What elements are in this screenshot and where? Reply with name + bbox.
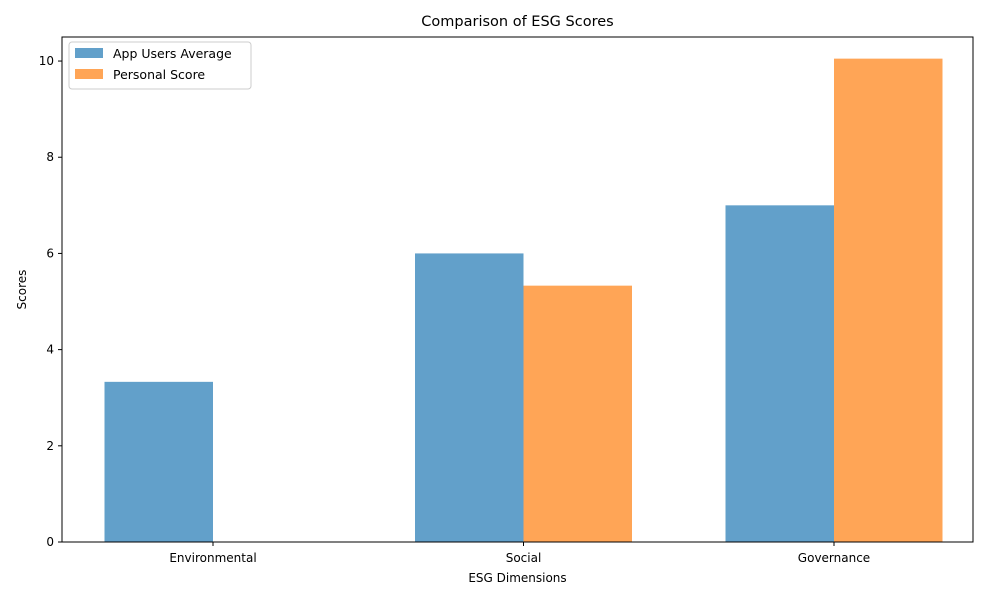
- x-tick-label-social: Social: [506, 551, 542, 565]
- bar-personal-score-governance: [834, 58, 943, 543]
- bar-personal-score-social: [523, 285, 632, 542]
- chart-title: Comparison of ESG Scores: [421, 14, 613, 30]
- legend: App Users Average Personal Score: [68, 41, 252, 90]
- bars-layer: [104, 58, 943, 543]
- x-axis-label: ESG Dimensions: [468, 571, 566, 585]
- legend-label-personal-score: Personal Score: [113, 67, 205, 82]
- legend-swatch-personal-score: [75, 69, 103, 79]
- y-axis-label: Scores: [15, 270, 29, 310]
- x-tick-label-environmental: Environmental: [169, 551, 256, 565]
- y-tick-label: 0: [46, 535, 54, 549]
- bar-app-users-average-governance: [725, 205, 834, 543]
- legend-label-app-users-average: App Users Average: [113, 46, 232, 61]
- axes-frame: [61, 36, 974, 543]
- x-ticks: Environmental Social Governance: [169, 542, 870, 565]
- y-tick-label: 10: [39, 54, 54, 68]
- bar-app-users-average-social: [415, 253, 524, 542]
- y-tick-label: 4: [46, 343, 54, 357]
- y-tick-label: 6: [46, 246, 54, 260]
- x-tick-label-governance: Governance: [798, 551, 870, 565]
- y-tick-label: 8: [46, 150, 54, 164]
- y-tick-label: 2: [46, 439, 54, 453]
- y-ticks: 0 2 4 6 8 10: [39, 54, 62, 549]
- legend-swatch-app-users-average: [75, 48, 103, 58]
- bar-app-users-average-environmental: [104, 381, 213, 542]
- legend-box: [68, 41, 252, 90]
